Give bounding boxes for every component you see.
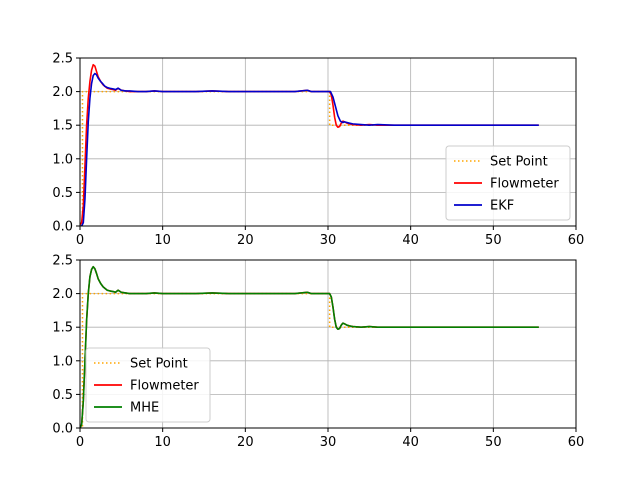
y-tick-label: 1.0 (52, 354, 73, 369)
x-tick-label: 30 (320, 435, 337, 450)
legend-label: EKF (490, 199, 514, 214)
y-tick-label: 2.0 (52, 85, 73, 100)
y-tick-label: 0.0 (52, 220, 73, 235)
legend: Set Point Flowmeter MHE (85, 347, 211, 423)
subplot-1: 0 10 20 30 40 50 60 0.0 0.5 1.0 1.5 2.0 2.5 Set Point… (52, 52, 584, 249)
legend-frame (445, 145, 571, 221)
x-tick-label: 10 (154, 435, 171, 450)
y-tick-label: 2.5 (52, 254, 73, 269)
x-tick-label: 0 (76, 233, 84, 248)
y-tick-label: 0.5 (52, 388, 73, 403)
x-tick-label: 10 (154, 233, 171, 248)
x-tick-label: 40 (402, 233, 419, 248)
legend: Set Point Flowmeter EKF (445, 145, 571, 221)
series-line-mhe (80, 265, 539, 428)
x-tick-label: 60 (568, 233, 585, 248)
y-tick-label: 1.5 (52, 321, 73, 336)
y-tick-label: 1.5 (52, 119, 73, 134)
x-tick-label: 50 (485, 233, 502, 248)
legend-label: MHE (130, 401, 159, 416)
subplot-2: 0 10 20 30 40 50 60 0.0 0.5 1.0 1.5 2.0 2.5 Set Point… (52, 254, 584, 451)
legend-label: Flowmeter (130, 379, 199, 394)
legend-label: Flowmeter (490, 177, 559, 192)
legend-frame (85, 347, 211, 423)
x-tick-label: 50 (485, 435, 502, 450)
x-tick-label: 0 (76, 435, 84, 450)
series-line-ekf (80, 72, 539, 226)
x-tick-label: 60 (568, 435, 585, 450)
x-tick-label: 20 (237, 233, 254, 248)
legend-label: Set Point (490, 155, 548, 170)
y-tick-label: 2.0 (52, 287, 73, 302)
y-tick-label: 0.5 (52, 186, 73, 201)
y-tick-label: 0.0 (52, 422, 73, 437)
x-tick-label: 20 (237, 435, 254, 450)
y-tick-label: 1.0 (52, 152, 73, 167)
y-tick-label: 2.5 (52, 52, 73, 67)
legend-label: Set Point (130, 357, 188, 372)
x-tick-label: 30 (320, 233, 337, 248)
x-tick-label: 40 (402, 435, 419, 450)
